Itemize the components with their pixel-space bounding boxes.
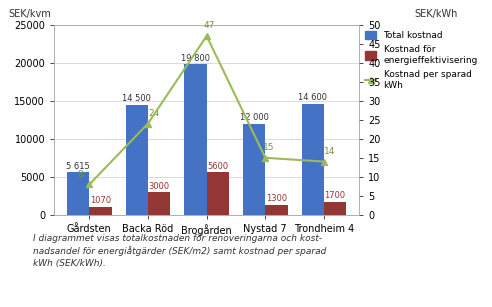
Bar — [243, 123, 265, 215]
Bar — [324, 202, 346, 215]
Bar — [125, 104, 148, 215]
Text: 47: 47 — [204, 21, 215, 30]
Bar — [90, 207, 112, 215]
Bar — [265, 205, 288, 215]
Text: 14 600: 14 600 — [298, 93, 327, 102]
Text: 14 500: 14 500 — [123, 94, 151, 103]
Bar — [302, 104, 324, 215]
Bar — [207, 172, 229, 215]
Text: 14: 14 — [324, 147, 336, 156]
Bar — [67, 172, 90, 215]
Text: SEK/kWh: SEK/kWh — [414, 9, 458, 19]
Text: 15: 15 — [263, 143, 274, 152]
Bar — [184, 64, 207, 215]
Text: I diagrammet visas totalkostnaden för renoveringarna och kost-
nadsandel för ene: I diagrammet visas totalkostnaden för re… — [33, 234, 327, 268]
Text: 24: 24 — [148, 109, 159, 118]
Text: 1300: 1300 — [266, 194, 287, 204]
Bar — [148, 192, 170, 215]
Text: SEK/kvm: SEK/kvm — [8, 9, 51, 19]
Text: 8: 8 — [78, 170, 83, 179]
Text: 5600: 5600 — [207, 162, 228, 171]
Text: 19 800: 19 800 — [181, 54, 210, 63]
Text: 5 615: 5 615 — [66, 161, 90, 171]
Text: 12 000: 12 000 — [240, 113, 269, 122]
Text: 1070: 1070 — [90, 196, 111, 205]
Text: 3000: 3000 — [149, 181, 170, 191]
Text: 1700: 1700 — [325, 192, 346, 200]
Legend: Total kostnad, Kostnad för
energieffektivisering, Kostnad per sparad
kWh: Total kostnad, Kostnad för energieffekti… — [364, 29, 480, 91]
